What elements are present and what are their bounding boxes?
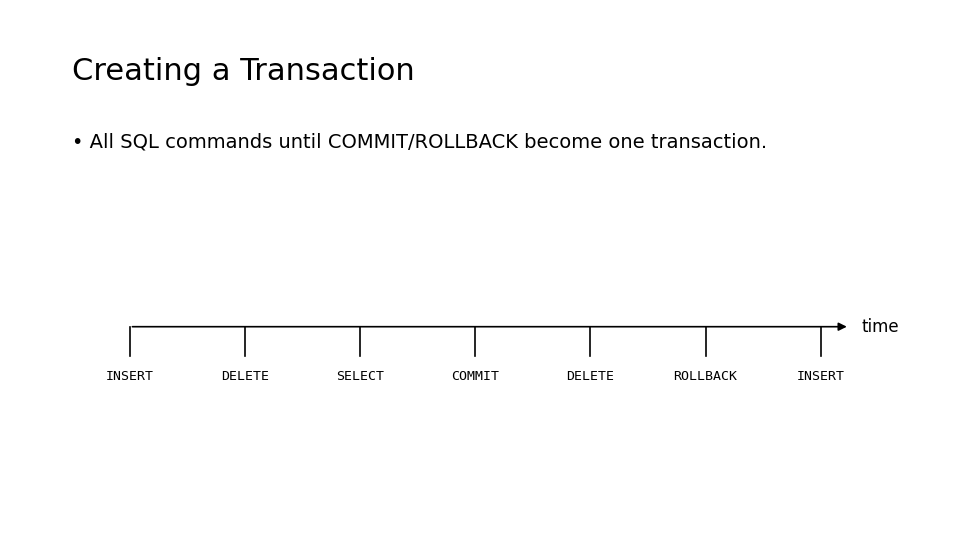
Text: INSERT: INSERT xyxy=(797,370,845,383)
Text: time: time xyxy=(861,318,899,336)
Text: DELETE: DELETE xyxy=(221,370,269,383)
Text: Creating a Transaction: Creating a Transaction xyxy=(72,57,415,86)
Text: INSERT: INSERT xyxy=(106,370,154,383)
Text: DELETE: DELETE xyxy=(566,370,614,383)
Text: COMMIT: COMMIT xyxy=(451,370,499,383)
Text: SELECT: SELECT xyxy=(336,370,384,383)
Text: • All SQL commands until COMMIT/ROLLBACK become one transaction.: • All SQL commands until COMMIT/ROLLBACK… xyxy=(72,132,767,151)
Text: ROLLBACK: ROLLBACK xyxy=(674,370,737,383)
